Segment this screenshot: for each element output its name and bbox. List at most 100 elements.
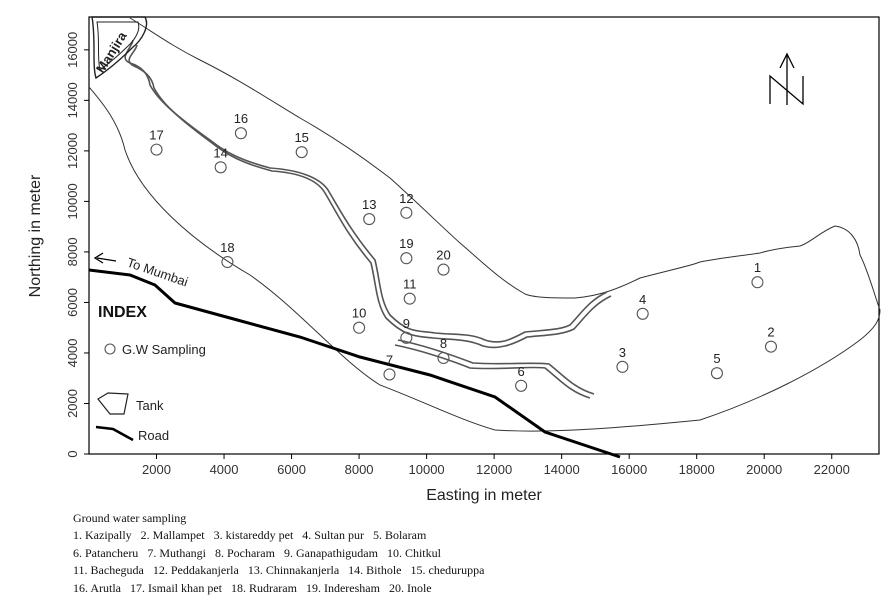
sampling-site-marker (515, 379, 528, 392)
y-axis-title: Northing in meter (27, 174, 44, 297)
sampling-site-marker (751, 276, 764, 289)
sampling-site-marker (353, 321, 366, 334)
caption-site-name: 15. cheduruppa (410, 563, 485, 578)
x-tick-label: 2000 (142, 462, 171, 477)
road-direction-arrow (96, 257, 117, 262)
sampling-site-marker (636, 307, 649, 320)
sampling-site-label: 4 (639, 292, 646, 307)
sampling-site-marker (400, 206, 413, 219)
sampling-site-label: 17 (149, 128, 163, 143)
y-tick-label: 2000 (65, 389, 80, 418)
caption-site-name: 20. Inole (388, 580, 432, 595)
sampling-site-marker (403, 292, 416, 305)
x-tick-label: 14000 (544, 462, 580, 477)
sampling-site-marker (150, 143, 163, 156)
caption-site-name: 2. Mallampet (140, 528, 205, 543)
legend-title: INDEX (98, 304, 147, 321)
sampling-site-label: 7 (386, 352, 393, 367)
caption-site-name: 19. Inderesham (305, 580, 380, 595)
north-arrow (769, 52, 804, 106)
x-axis-title: Easting in meter (426, 487, 542, 504)
caption-site-name: 5. Bolaram (372, 528, 427, 543)
y-tick-label: 12000 (65, 133, 80, 169)
sampling-site-marker (710, 367, 723, 380)
sampling-site-label: 8 (440, 336, 447, 351)
road-direction-arrowhead (93, 252, 104, 264)
manjira-tank-inner (96, 21, 140, 71)
caption-site-name: 8. Pocharam (214, 545, 275, 560)
legend-road-label: Road (138, 428, 169, 443)
sampling-site-label: 5 (713, 351, 720, 366)
sampling-site-marker (400, 252, 413, 265)
caption-site-name: 4. Sultan pur (302, 528, 364, 543)
x-tick-label: 10000 (409, 462, 445, 477)
y-tick-label: 4000 (65, 338, 80, 367)
y-tick-label: 8000 (65, 237, 80, 266)
y-tick-label: 10000 (65, 183, 80, 219)
caption-site-name: 17. Ismail khan pet (130, 580, 222, 595)
sampling-site-label: 12 (399, 191, 413, 206)
sampling-site-marker (221, 255, 234, 269)
y-tick-label: 16000 (65, 32, 80, 68)
caption-site-name: 16. Arutla (73, 580, 121, 595)
sampling-site-label: 2 (767, 325, 774, 340)
sampling-site-label: 20 (436, 248, 450, 263)
caption-site-name: 18. Rudraram (230, 580, 297, 595)
legend-tank-label: Tank (136, 398, 164, 413)
caption-line: 1. Kazipally 2. Mallampet 3. kistareddy pe… (73, 527, 883, 544)
study-area-map: 2000 4000 6000 8000 10000 12000 14000 16000 1800… (27, 16, 881, 504)
legend-sampling-symbol (104, 343, 116, 355)
plot-frame (88, 16, 880, 455)
caption-site-name: 7. Muthangi (147, 545, 206, 560)
sampling-site-label: 15 (294, 130, 308, 145)
y-axis-ticks: 0 2000 4000 6000 8000 10000 12000 14000 16000 (65, 32, 89, 458)
legend-sampling-label: G.W Sampling (122, 342, 206, 357)
y-tick-label: 14000 (65, 82, 80, 118)
caption-site-name: 3. kistareddy pet (213, 528, 294, 543)
legend-tank-symbol (97, 392, 129, 415)
sampling-site-marker (616, 360, 629, 373)
caption-title: Ground water sampling (73, 511, 187, 525)
stream-line-outer (124, 39, 608, 343)
caption-site-name: 11. Bacheguda (73, 563, 144, 578)
stream-line-inner (128, 44, 612, 349)
caption-site-name: 13. Chinnakanjerla (247, 563, 340, 578)
sampling-site-marker (400, 331, 413, 344)
sampling-site-label: 11 (403, 277, 417, 292)
sampling-site-marker (234, 127, 247, 140)
study-area-boundary (88, 17, 881, 432)
stream-line-south-2 (397, 339, 595, 395)
caption-site-name: 10. Chitkul (386, 545, 441, 560)
caption-site-name: 6. Patancheru (73, 545, 139, 560)
x-tick-label: 8000 (345, 462, 374, 477)
sampling-site-marker (363, 213, 376, 226)
main-road (88, 268, 621, 459)
sampling-caption: Ground water sampling 1. Kazipally 2. Mal… (73, 510, 883, 597)
sampling-site-label: 10 (352, 306, 366, 321)
stream-line-south (394, 344, 591, 399)
caption-site-name: 9. Ganapathigudam (283, 545, 378, 560)
caption-line: 6. Patancheru 7. Muthangi 8. Pocharam 9. Ga… (73, 545, 883, 562)
sampling-site-label: 9 (403, 316, 410, 331)
x-tick-label: 18000 (679, 462, 715, 477)
x-tick-label: 4000 (210, 462, 239, 477)
sampling-site-label: 6 (518, 364, 525, 379)
y-tick-label: 6000 (65, 288, 80, 317)
sampling-site-label: 14 (213, 145, 227, 160)
caption-line: 16. Arutla 17. Ismail khan pet 18. Rudrara… (73, 580, 883, 597)
legend-road-symbol (95, 425, 134, 442)
caption-site-name: 14. Bithole (348, 563, 402, 578)
sampling-site-marker (214, 161, 227, 174)
sampling-site-marker (764, 340, 778, 353)
to-mumbai-label: To Mumbai (125, 255, 190, 290)
manjira-tank-outline (91, 16, 148, 80)
x-tick-label: 22000 (814, 462, 850, 477)
caption-line: 11. Bacheguda 12. Peddakanjerla 13. Chinna… (73, 562, 883, 579)
sampling-site-label: 13 (362, 197, 376, 212)
caption-lines: 1. Kazipally 2. Mallampet 3. kistareddy pe… (73, 527, 883, 597)
sampling-site-marker (383, 368, 396, 381)
x-tick-label: 16000 (611, 462, 647, 477)
sampling-site-label: 18 (220, 240, 234, 255)
sampling-site-marker (437, 263, 450, 276)
